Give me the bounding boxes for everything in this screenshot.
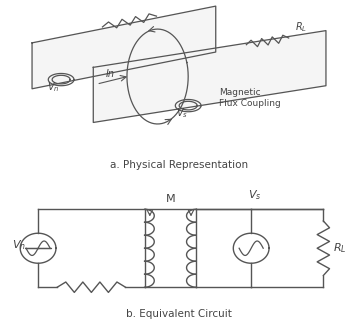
Text: $R_L$: $R_L$ <box>333 241 347 255</box>
Text: a. Physical Representation: a. Physical Representation <box>110 160 248 170</box>
Text: $V_s$: $V_s$ <box>248 188 261 202</box>
Text: $V_s$: $V_s$ <box>176 106 188 120</box>
Text: $V_n$: $V_n$ <box>47 80 60 94</box>
Text: M: M <box>166 194 175 204</box>
Text: Magnetic
Flux Coupling: Magnetic Flux Coupling <box>219 88 281 108</box>
Polygon shape <box>32 6 216 89</box>
Text: $V_n$: $V_n$ <box>12 238 26 252</box>
Text: In: In <box>106 69 115 78</box>
Polygon shape <box>93 31 326 122</box>
Text: $R_L$: $R_L$ <box>295 20 308 34</box>
Text: b. Equivalent Circuit: b. Equivalent Circuit <box>126 309 232 319</box>
